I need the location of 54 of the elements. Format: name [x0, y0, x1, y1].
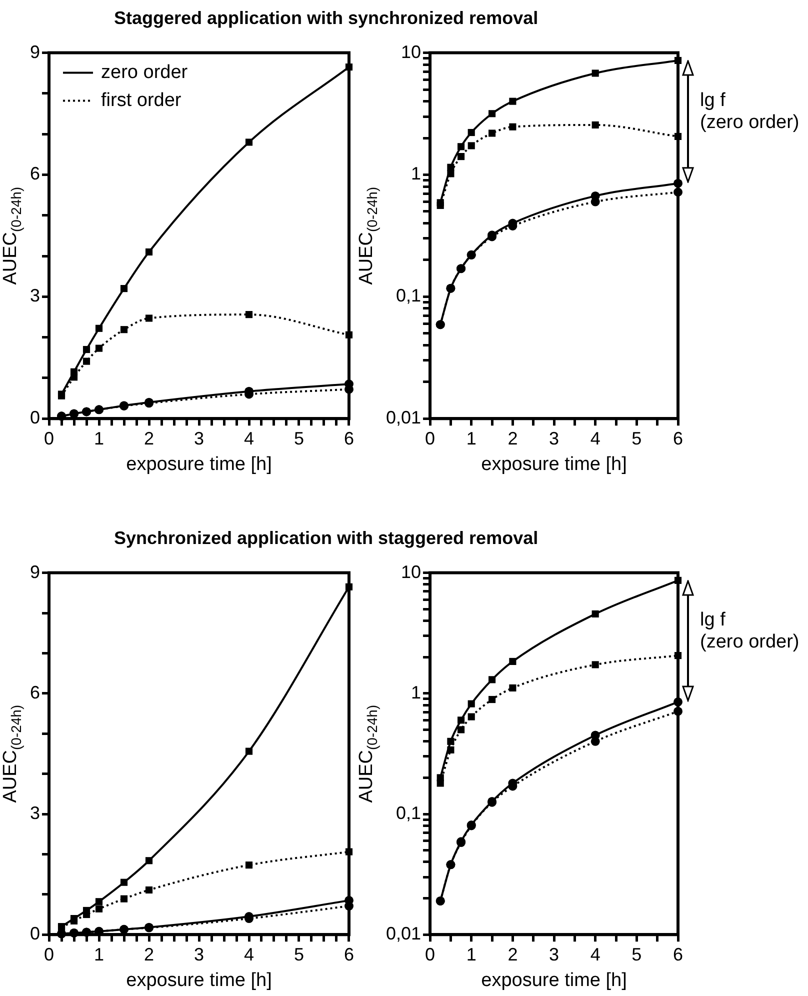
- x-tick-label: 0: [44, 428, 54, 448]
- x-tick-label: 6: [344, 428, 354, 448]
- chart-title: Synchronized application with staggered removal: [114, 528, 538, 549]
- x-tick-label: 3: [194, 428, 204, 448]
- y-tick-label: 3: [30, 802, 40, 823]
- x-axis-title: exposure time [h]: [126, 970, 272, 991]
- x-tick-label: 5: [632, 944, 642, 964]
- x-tick-label: 1: [466, 944, 476, 964]
- x-tick-label: 6: [672, 428, 684, 448]
- legend-label: zero order: [101, 62, 188, 84]
- y-tick-label: 10: [401, 42, 422, 62]
- x-tick-label: 3: [549, 428, 560, 448]
- x-tick-label: 0: [44, 944, 54, 964]
- x-tick-label: 0: [425, 428, 436, 448]
- x-tick-label: 6: [344, 944, 354, 964]
- x-axis-title: exposure time [h]: [126, 454, 272, 475]
- x-tick-label: 4: [590, 428, 600, 448]
- y-tick-label: 0: [30, 408, 40, 428]
- y-tick-label: 10: [401, 562, 422, 582]
- x-axis-title: exposure time [h]: [481, 970, 627, 991]
- x-tick-label: 5: [294, 428, 304, 448]
- x-tick-label: 4: [244, 944, 254, 964]
- y-tick-label: 0,01: [386, 408, 422, 428]
- y-tick-label: 6: [30, 682, 40, 702]
- y-tick-label: 0,01: [386, 924, 422, 944]
- chart-title: Staggered application with synchronized removal: [114, 8, 538, 29]
- x-tick-label: 0: [425, 944, 436, 964]
- x-tick-label: 5: [294, 944, 304, 964]
- x-axis-title: exposure time [h]: [481, 454, 627, 475]
- y-tick-label: 1: [411, 164, 422, 184]
- y-tick-label: 0: [30, 924, 40, 944]
- x-tick-label: 3: [194, 944, 204, 964]
- legend-label: first order: [101, 90, 182, 112]
- x-tick-label: 1: [466, 428, 476, 448]
- x-tick-label: 1: [94, 428, 104, 448]
- text: lg f (zero order): [700, 90, 800, 134]
- x-tick-label: 1: [94, 944, 104, 964]
- x-tick-label: 2: [508, 428, 518, 448]
- x-tick-label: 2: [144, 428, 154, 448]
- y-tick-label: 6: [30, 164, 40, 184]
- x-tick-label: 2: [144, 944, 154, 964]
- x-tick-label: 6: [672, 944, 684, 964]
- x-tick-label: 5: [632, 428, 642, 448]
- y-tick-label: 0,1: [396, 286, 422, 306]
- y-tick-label: 1: [411, 682, 422, 702]
- y-tick-label: 9: [30, 562, 40, 582]
- x-tick-label: 2: [508, 944, 518, 964]
- y-tick-label: 9: [30, 42, 40, 62]
- x-tick-label: 4: [590, 944, 600, 964]
- x-tick-label: 4: [244, 428, 254, 448]
- y-tick-label: 3: [30, 286, 40, 306]
- text: lg f (zero order): [700, 609, 800, 652]
- x-tick-label: 3: [549, 944, 560, 964]
- y-tick-label: 0,1: [396, 802, 422, 823]
